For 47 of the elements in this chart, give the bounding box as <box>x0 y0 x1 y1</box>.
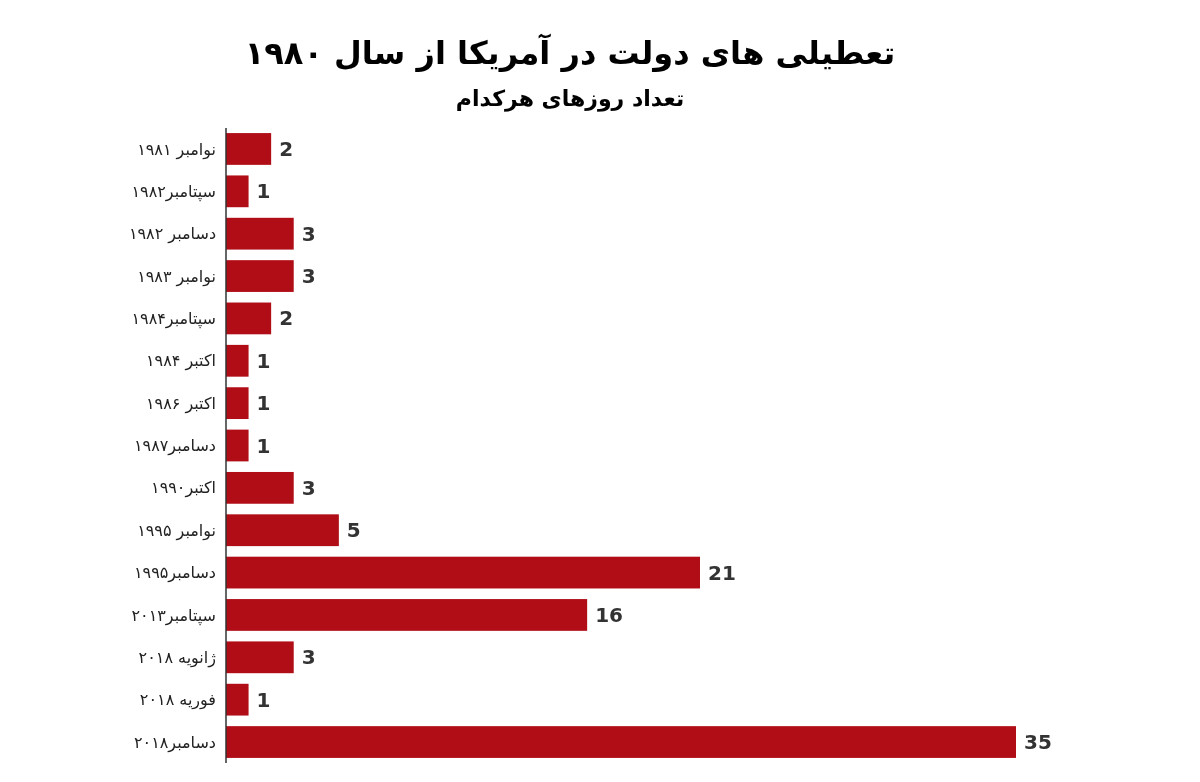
y-tick-label: نوامبر ۱۹۹۵ <box>137 520 216 541</box>
y-tick-label: دسامبر۱۹۸۷ <box>133 436 216 457</box>
data-label: 3 <box>301 264 316 289</box>
bar <box>226 217 294 250</box>
bar <box>226 344 249 377</box>
y-tick-label: اکتبر ۱۹۸۶ <box>145 393 216 414</box>
y-tick-label: دسامبر ۱۹۸۲ <box>128 224 216 245</box>
y-tick-label: ژانویه ۲۰۱۸ <box>138 647 217 668</box>
bar <box>226 514 339 547</box>
data-label: 16 <box>595 602 623 627</box>
bar <box>226 683 249 716</box>
bar <box>226 387 249 420</box>
y-tick-label: نوامبر ۱۹۸۳ <box>137 266 216 287</box>
data-label: 21 <box>708 560 736 585</box>
data-label: 1 <box>256 433 271 458</box>
data-label: 3 <box>301 475 316 500</box>
data-label: 2 <box>279 136 294 161</box>
bar <box>226 302 272 335</box>
y-tick-label: اکتبر۱۹۹۰ <box>151 478 216 499</box>
bar <box>226 429 249 462</box>
data-label: 5 <box>346 518 361 543</box>
y-tick-label: سپتامبر۲۰۱۳ <box>131 605 216 626</box>
data-label: 3 <box>301 221 316 246</box>
data-label: 1 <box>256 348 271 373</box>
y-tick-label: فوریه ۲۰۱۸ <box>139 690 216 711</box>
y-tick-label: دسامبر۱۹۹۵ <box>133 563 216 584</box>
bar <box>226 260 294 292</box>
bar <box>226 726 1016 758</box>
bar <box>226 175 249 208</box>
y-tick-label: سپتامبر۱۹۸۲ <box>131 181 216 202</box>
data-label: 35 <box>1024 730 1052 755</box>
y-tick-label: سپتامبر۱۹۸۴ <box>131 309 216 330</box>
data-label: 1 <box>256 391 271 416</box>
chart-subtitle: تعداد روزهای هرکدام <box>455 86 685 112</box>
bar <box>226 133 272 165</box>
data-label: 2 <box>279 306 294 331</box>
bar <box>226 641 294 674</box>
data-label: 1 <box>256 179 271 204</box>
y-tick-label: نوامبر ۱۹۸۱ <box>137 139 216 160</box>
y-tick-label: دسامبر۲۰۱۸ <box>133 732 216 753</box>
chart-title: تعطیلی های دولت در آمریکا از سال ۱۹۸۰ <box>244 33 896 72</box>
bar <box>226 471 294 504</box>
bar <box>226 556 700 589</box>
y-tick-label: اکتبر ۱۹۸۴ <box>145 351 216 372</box>
data-label: 1 <box>256 687 271 712</box>
bar <box>226 599 588 631</box>
data-label: 3 <box>301 645 316 670</box>
